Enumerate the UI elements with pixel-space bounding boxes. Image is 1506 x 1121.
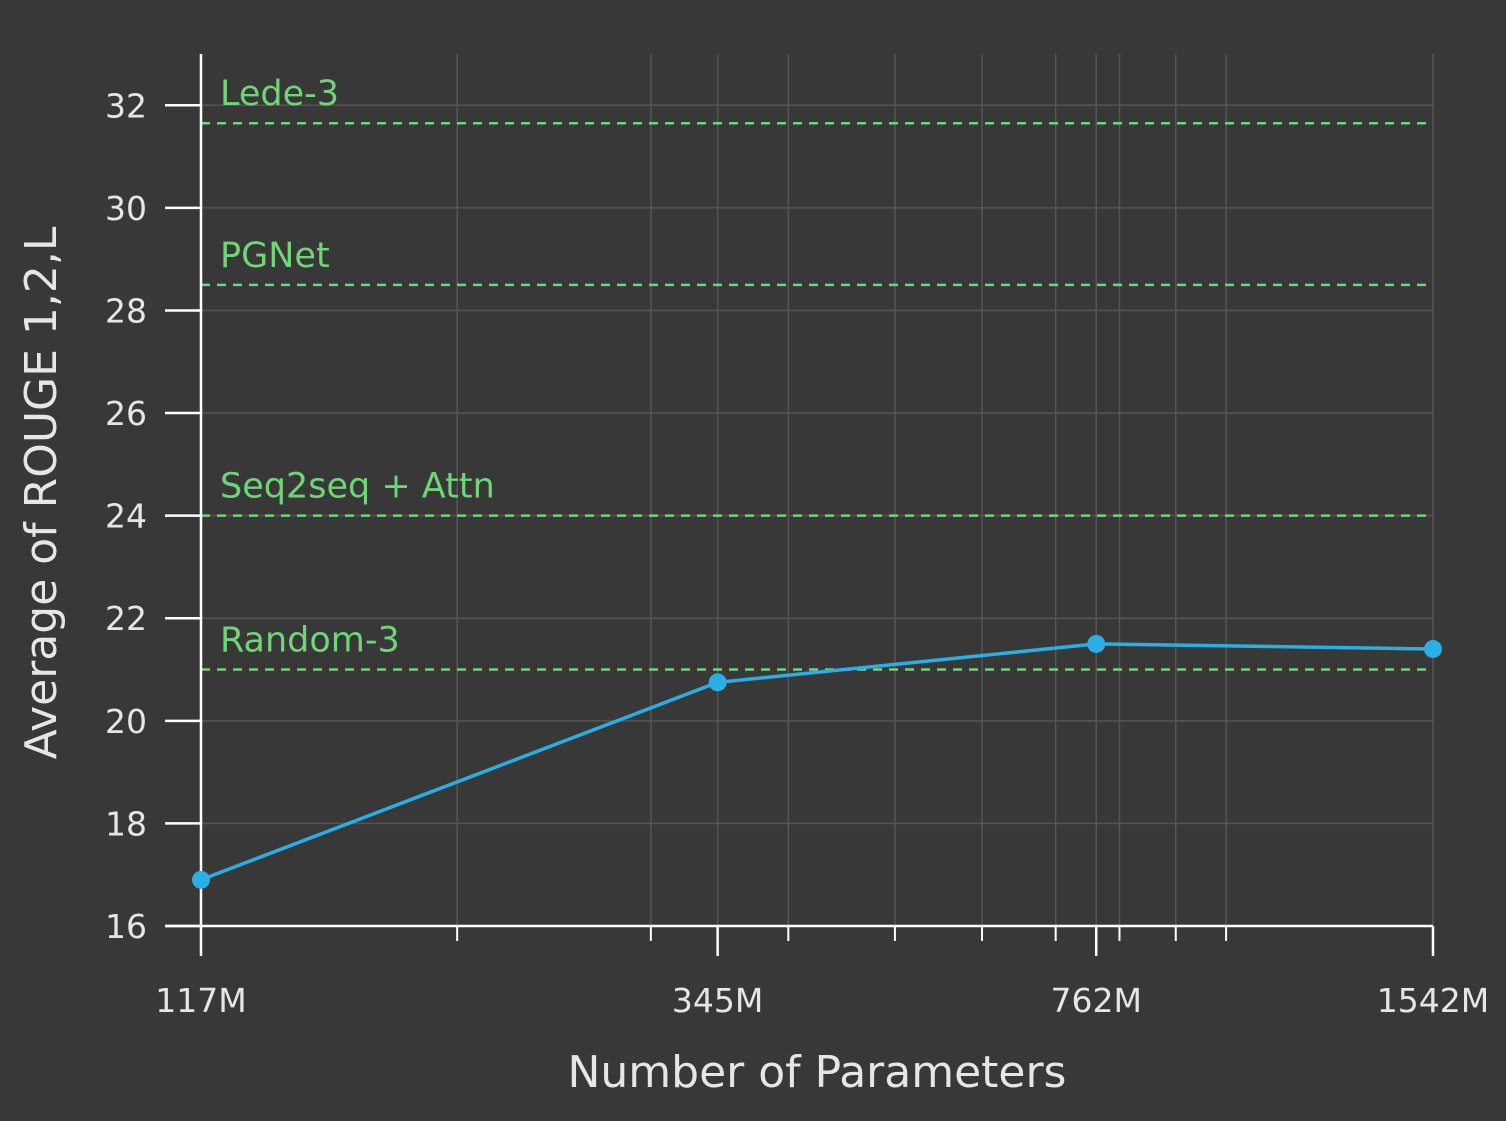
data-point [1424,640,1442,659]
y-tick-label: 16 [105,907,147,946]
y-tick-label: 20 [105,702,147,741]
axes: 16 18 20 22 24 26 28 30 32 117M 345M 762M 1542M [105,54,1489,1020]
x-tick-label: 117M [155,981,246,1020]
y-tick-label: 32 [105,86,147,125]
series [192,634,1442,889]
y-tick-label: 26 [105,394,147,433]
y-axis-title: Average of ROUGE 1,2,L [16,226,67,759]
data-point [192,870,210,889]
data-point [1087,634,1106,653]
reference-label: Seq2seq + Attn [220,467,495,507]
y-tick-label: 24 [105,497,147,536]
reference-label: PGNet [220,236,330,276]
y-tick-label: 30 [105,189,147,228]
y-tick-label: 18 [105,804,147,843]
x-tick-label: 762M [1050,981,1141,1020]
y-tick-label: 22 [105,599,147,638]
reference-label: Lede-3 [220,74,339,114]
reference-lines: Lede-3 PGNet Seq2seq + Attn Random-3 [201,74,1433,671]
series-line [200,642,1434,882]
x-tick-label: 1542M [1377,981,1489,1020]
data-point [708,673,727,692]
reference-label: Random-3 [220,621,400,661]
x-axis-title: Number of Parameters [568,1047,1067,1098]
x-tick-label: 345M [672,981,763,1020]
y-tick-label: 28 [105,291,147,330]
